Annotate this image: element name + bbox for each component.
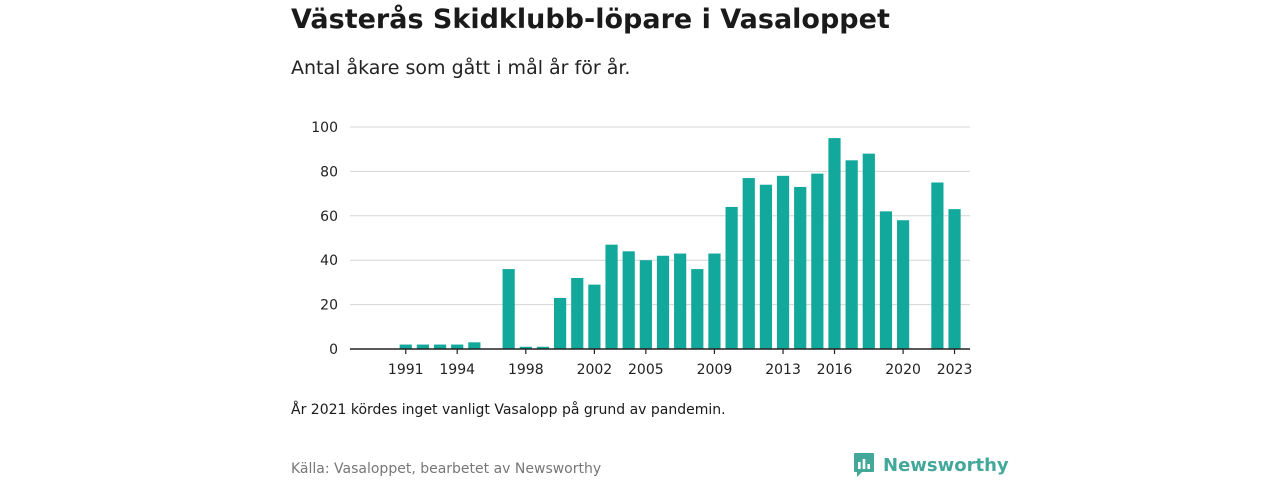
bar xyxy=(536,346,550,349)
bar xyxy=(451,344,464,349)
bar xyxy=(691,269,704,349)
bar xyxy=(588,284,601,349)
bar xyxy=(776,175,790,349)
x-tick-label: 1991 xyxy=(388,362,424,378)
y-tick-label: 40 xyxy=(320,253,338,269)
bar xyxy=(794,186,807,349)
y-tick-label: 20 xyxy=(320,298,338,314)
bar xyxy=(468,342,481,349)
bar xyxy=(759,184,772,349)
y-tick-label: 80 xyxy=(320,164,338,180)
bar-chart: 0 20 40 60 80 100 1991 1994 1998 2002 2005 2009 2013… xyxy=(311,120,973,378)
bar xyxy=(742,178,755,349)
x-tick-label: 2016 xyxy=(817,362,853,378)
x-tick-label: 1994 xyxy=(439,362,475,378)
bar xyxy=(656,255,670,349)
bar xyxy=(897,220,910,349)
x-tick-label: 2020 xyxy=(885,362,921,378)
bar xyxy=(674,253,687,349)
x-tick-label: 2005 xyxy=(628,362,664,378)
bar xyxy=(416,344,429,349)
y-tick-label: 100 xyxy=(311,120,338,136)
y-tick-label: 60 xyxy=(320,209,338,225)
bar xyxy=(948,209,961,349)
bar xyxy=(502,269,515,349)
x-tick-label: 2013 xyxy=(765,362,801,378)
bar xyxy=(862,153,875,349)
bar xyxy=(571,277,584,349)
source-credit: Källa: Vasaloppet, bearbetet av Newswort… xyxy=(291,461,602,477)
bar xyxy=(519,346,532,349)
bar xyxy=(605,244,618,349)
bar xyxy=(554,297,567,349)
bar xyxy=(433,344,447,349)
bar xyxy=(639,260,652,349)
brand-name: Newsworthy xyxy=(883,454,1009,476)
bar xyxy=(399,344,412,349)
bar xyxy=(622,251,635,349)
bar xyxy=(845,160,858,349)
chart-subtitle: Antal åkare som gått i mål år för år. xyxy=(291,57,631,79)
chart-title: Västerås Skidklubb-löpare i Vasaloppet xyxy=(291,4,890,35)
bar xyxy=(931,182,944,349)
bar xyxy=(879,211,893,349)
brand-logo: Newsworthy xyxy=(853,452,1009,478)
x-tick-label: 2002 xyxy=(577,362,613,378)
x-tick-label: 2009 xyxy=(697,362,733,378)
bar xyxy=(708,253,721,349)
y-tick-label: 0 xyxy=(329,342,338,358)
newsworthy-logo-icon xyxy=(854,453,874,477)
chart-footnote: År 2021 kördes inget vanligt Vasalopp på… xyxy=(291,402,726,418)
bar xyxy=(811,173,824,349)
bar xyxy=(725,206,738,349)
bar xyxy=(828,138,841,349)
x-tick-label: 1998 xyxy=(508,362,544,378)
x-tick-label: 2023 xyxy=(937,362,973,378)
